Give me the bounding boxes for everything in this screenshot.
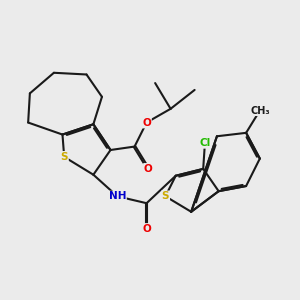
Text: O: O xyxy=(142,118,151,128)
Text: NH: NH xyxy=(109,191,126,201)
Text: O: O xyxy=(144,164,153,174)
Text: S: S xyxy=(60,152,68,162)
Text: S: S xyxy=(162,191,169,201)
Text: O: O xyxy=(142,224,151,234)
Text: CH₃: CH₃ xyxy=(250,106,270,116)
Text: Cl: Cl xyxy=(199,138,211,148)
